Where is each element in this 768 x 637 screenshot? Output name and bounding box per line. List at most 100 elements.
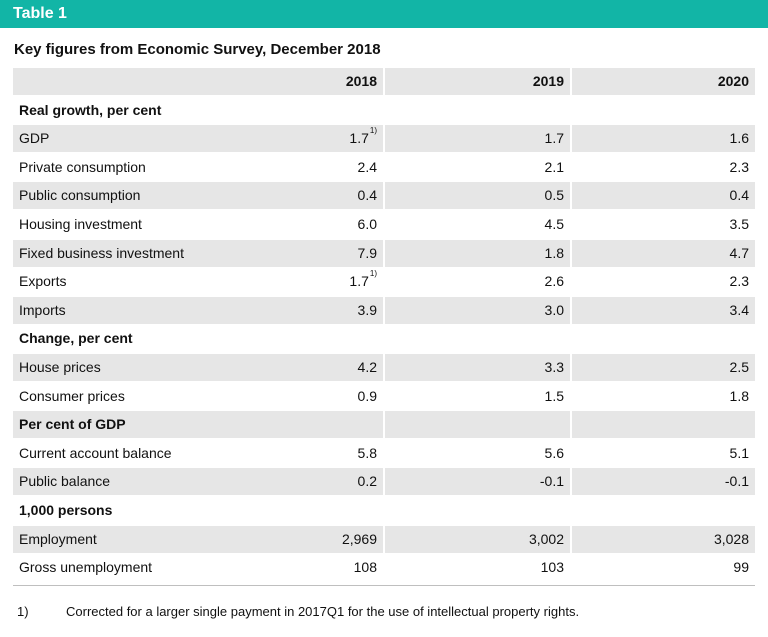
section-row: 1,000 persons: [13, 497, 755, 526]
value-2020-text: 99: [733, 559, 749, 576]
row-label-text: Exports: [19, 273, 67, 290]
row-bg-2: [572, 296, 755, 324]
row-bg-0: [13, 525, 383, 553]
value-2019: -0.1: [385, 468, 570, 495]
value-2018: 0.9: [13, 383, 383, 410]
section-heading-text: Real growth, per cent: [19, 101, 162, 118]
header-year-2019-text: 2019: [532, 73, 564, 89]
value-2019-text: 3,002: [528, 530, 564, 547]
header-year-2019: 2019: [385, 68, 570, 95]
value-2019-text: 1.8: [544, 244, 564, 261]
value-2018: 1.71): [13, 125, 383, 152]
value-2018-text: 2.4: [357, 158, 377, 175]
row-bg-1: [385, 525, 570, 553]
section-heading: 1,000 persons: [13, 497, 383, 524]
value-2020-text: -0.1: [724, 473, 749, 490]
value-2020: 4.7: [572, 240, 755, 267]
table-row: Housing investment 6.0 4.5 3.5: [13, 211, 755, 240]
table-row: Fixed business investment 7.9 1.8 4.7: [13, 239, 755, 269]
value-2020: 3,028: [572, 526, 755, 553]
section-heading-text: Change, per cent: [19, 330, 133, 347]
row-label-text: Housing investment: [19, 215, 142, 232]
value-2019-text: 1.5: [544, 387, 564, 404]
section-heading-text: 1,000 persons: [19, 501, 113, 518]
value-2020-text: 2.3: [729, 273, 749, 290]
row-bg-0: [13, 296, 383, 324]
row-bg-1: [385, 468, 570, 496]
value-2019-text: 5.6: [544, 444, 564, 461]
value-2020-text: 3,028: [713, 530, 749, 547]
value-2019-text: 1.7: [544, 130, 564, 147]
row-label-text: GDP: [19, 130, 50, 147]
value-2020: 1.8: [572, 383, 755, 410]
value-2019-text: 2.6: [544, 273, 564, 290]
header-year-2020-text: 2020: [717, 73, 749, 89]
row-label: Fixed business investment: [13, 240, 383, 267]
row-bg-0: [13, 239, 383, 267]
row-bg-0: [13, 411, 383, 439]
row-bg-1: [385, 68, 570, 95]
value-2019-text: -0.1: [539, 473, 564, 490]
value-2020: 99: [572, 554, 755, 581]
table-banner: Table 1: [0, 0, 768, 28]
value-2020-text: 3.4: [729, 301, 749, 318]
value-2020-text: 0.4: [729, 187, 749, 204]
row-label: Employment: [13, 526, 383, 553]
table-row: Gross unemployment 108 103 99: [13, 554, 755, 583]
table-row: Private consumption 2.4 2.1 2.3: [13, 154, 755, 183]
value-2018-text: 0.9: [357, 387, 377, 404]
row-label: Housing investment: [13, 211, 383, 238]
row-bg-0: [13, 353, 383, 381]
row-bg-1: [385, 182, 570, 210]
section-row: Per cent of GDP: [13, 411, 755, 440]
row-bg-2: [572, 497, 755, 524]
row-label: Public balance: [13, 468, 383, 495]
value-2018: 7.9: [13, 240, 383, 267]
section-heading: Real growth, per cent: [13, 97, 383, 124]
table-header-row: 2018 2019 2020: [13, 68, 755, 97]
header-year-2020: 2020: [572, 68, 755, 95]
value-2020: 1.6: [572, 125, 755, 152]
value-2020-text: 3.5: [729, 215, 749, 232]
value-2018: 4.2: [13, 354, 383, 381]
footnote-text: Corrected for a larger single payment in…: [66, 604, 580, 619]
row-label-text: Gross unemployment: [19, 559, 153, 576]
row-bg-0: [13, 468, 383, 496]
key-figures-table: 2018 2019 2020 Real growth, per cent GDP 1.71…: [13, 68, 755, 583]
value-2019: 3,002: [385, 526, 570, 553]
row-bg-2: [572, 468, 755, 496]
value-2018-text: 3.9: [357, 301, 377, 318]
value-2020-text: 2.5: [729, 358, 749, 375]
value-2019-text: 3.3: [544, 358, 564, 375]
banner-title: Table 1: [13, 5, 67, 22]
value-2018-text: 7.9: [357, 244, 377, 261]
value-2020-text: 5.1: [729, 444, 749, 461]
row-label: Current account balance: [13, 440, 383, 467]
row-label: GDP: [13, 125, 383, 152]
value-2019: 5.6: [385, 440, 570, 467]
value-2018: 2,969: [13, 526, 383, 553]
section-heading-text: Per cent of GDP: [19, 416, 126, 433]
row-bg-1: [385, 97, 570, 124]
row-bg-2: [572, 353, 755, 381]
row-bg-1: [385, 411, 570, 439]
row-label: House prices: [13, 354, 383, 381]
row-label-text: House prices: [19, 358, 101, 375]
row-label-text: Fixed business investment: [19, 244, 184, 261]
footnote-marker: 1): [369, 126, 377, 136]
value-2019: 1.5: [385, 383, 570, 410]
value-2019: 1.7: [385, 125, 570, 152]
row-bg-0: [13, 68, 383, 95]
row-bg-1: [385, 325, 570, 352]
value-2019-text: 4.5: [544, 215, 564, 232]
value-2020-text: 2.3: [729, 158, 749, 175]
value-2018-text: 6.0: [357, 215, 377, 232]
value-2019: 4.5: [385, 211, 570, 238]
row-label-text: Public consumption: [19, 187, 141, 204]
value-2018: 6.0: [13, 211, 383, 238]
value-2020-text: 4.7: [729, 244, 749, 261]
row-bg-2: [572, 239, 755, 267]
section-row: Change, per cent: [13, 325, 755, 354]
row-bg-1: [385, 353, 570, 381]
value-2018-text: 2,969: [341, 530, 377, 547]
